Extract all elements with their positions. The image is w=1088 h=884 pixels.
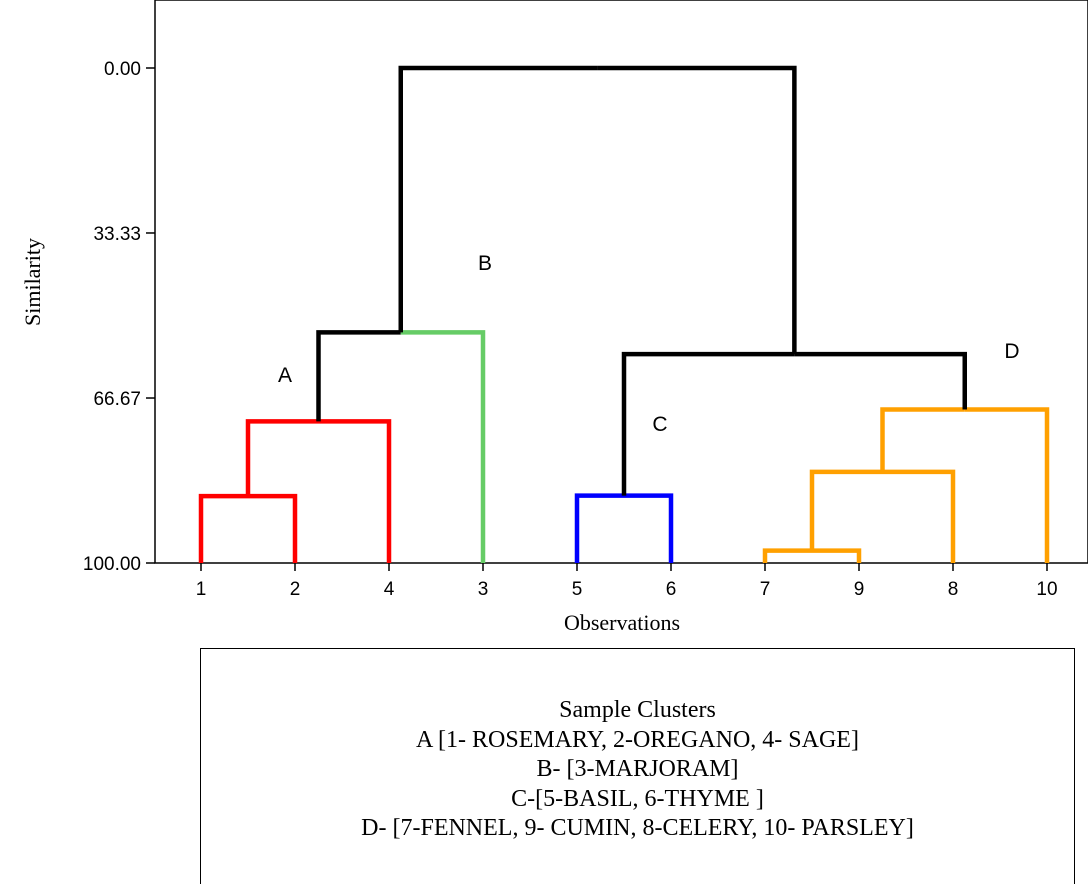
x-tick-label: 9	[854, 579, 865, 600]
legend-line-a: A [1- ROSEMARY, 2-OREGANO, 4- SAGE]	[416, 726, 859, 753]
x-tick-label: 4	[384, 579, 395, 600]
y-tick-label: 33.33	[93, 224, 141, 245]
dendrogram-link	[880, 407, 965, 472]
legend-line-b: B- [3-MARJORAM]	[536, 756, 739, 782]
y-tick-label: 66.67	[93, 389, 141, 410]
x-tick-label: 5	[572, 579, 583, 600]
dendrogram-link	[198, 493, 248, 563]
cluster-label-b: B	[478, 252, 492, 275]
legend-line-d: D- [7-FENNEL, 9- CUMIN, 8-CELERY, 10- PA…	[361, 815, 914, 841]
dendrogram-link	[762, 548, 812, 563]
y-axis: 0.00 33.33 66.67 100.00	[83, 59, 155, 575]
legend-box: Sample Clusters A [1- ROSEMARY, 2-OREGAN…	[200, 648, 1075, 884]
cluster-labels: A B C D	[278, 252, 1020, 436]
cluster-label-c: C	[652, 413, 667, 436]
x-tick-label: 7	[760, 579, 771, 600]
dendrogram-link	[809, 469, 883, 551]
dendrogram-chart: 0.00 33.33 66.67 100.00 1 2 4 3 5 6 7 9 8 10 A B C D Ob…	[20, 0, 1088, 635]
dendrogram-link	[398, 65, 598, 333]
dendrogram-link	[400, 330, 486, 563]
dendrogram-link	[882, 469, 956, 563]
dendrogram-link	[245, 419, 319, 497]
plot-frame	[154, 0, 1088, 564]
dendrogram-link	[316, 330, 401, 422]
dendrogram-link	[597, 65, 797, 355]
y-tick-label: 100.00	[83, 554, 141, 575]
x-tick-label: 6	[666, 579, 677, 600]
x-axis: 1 2 4 3 5 6 7 9 8 10	[196, 563, 1058, 600]
x-tick-label: 10	[1036, 579, 1057, 600]
dendrogram-link	[964, 407, 1050, 563]
x-tick-label: 2	[290, 579, 301, 600]
dendrogram-link	[621, 351, 795, 496]
dendrogram-link	[574, 493, 624, 563]
y-tick-label: 0.00	[104, 59, 141, 80]
y-axis-title: Similarity	[20, 238, 45, 326]
cluster-label-d: D	[1004, 340, 1019, 363]
dendrogram-links	[198, 65, 1050, 563]
x-tick-label: 3	[478, 579, 489, 600]
dendrogram-link	[794, 351, 967, 410]
dendrogram-link	[248, 493, 298, 563]
legend-title: Sample Clusters	[559, 697, 716, 723]
x-axis-title: Observations	[564, 610, 680, 635]
dendrogram-link	[624, 493, 674, 563]
dendrogram-link	[812, 548, 862, 563]
x-tick-label: 8	[948, 579, 959, 600]
cluster-label-a: A	[278, 364, 292, 387]
legend-line-c: C-[5-BASIL, 6-THYME ]	[511, 785, 764, 812]
x-tick-label: 1	[196, 579, 207, 600]
dendrogram-link	[318, 419, 392, 563]
